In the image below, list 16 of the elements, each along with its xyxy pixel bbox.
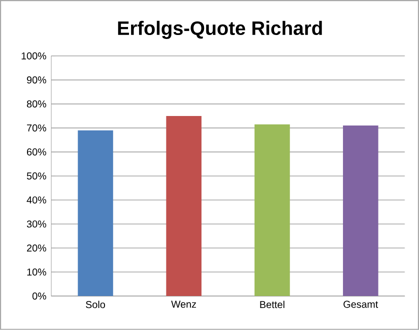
y-tick-label: 20% xyxy=(27,244,46,252)
x-tick-label: Wenz xyxy=(171,300,196,308)
y-tick-label: 30% xyxy=(26,220,46,228)
y-tick-label: 90% xyxy=(26,76,46,84)
y-tick-label: 80% xyxy=(26,100,46,108)
y-tick-label: 100% xyxy=(22,52,46,60)
y-tick-label: 60% xyxy=(27,148,46,156)
y-tick-label: 10% xyxy=(27,268,46,276)
x-tick-label: Gesamt xyxy=(344,300,378,308)
y-tick-label: 0% xyxy=(32,292,46,300)
y-tick-label: 70% xyxy=(27,124,46,132)
chart-title: Erfolgs-Quote Richard xyxy=(118,20,322,39)
x-tick-label: Bettel xyxy=(260,300,284,308)
y-tick-label: 40% xyxy=(26,196,46,204)
x-tick-label: Solo xyxy=(86,300,106,308)
y-tick-label: 50% xyxy=(26,172,46,180)
